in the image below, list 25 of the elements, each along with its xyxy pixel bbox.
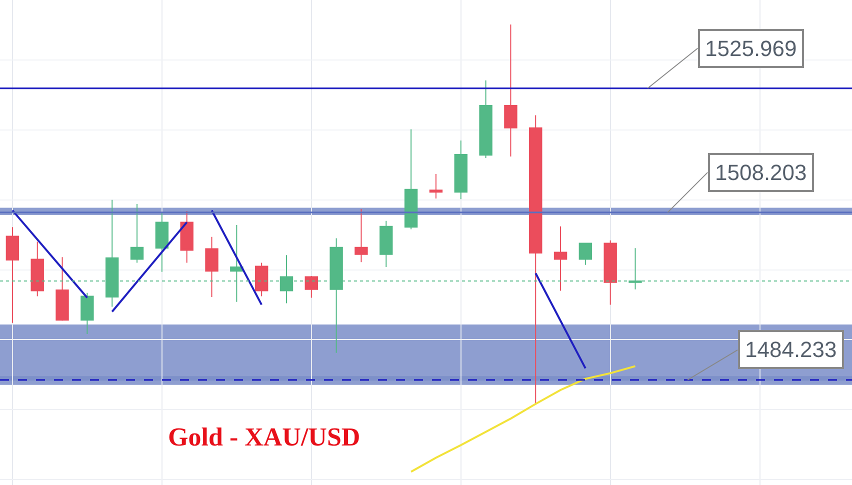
candlestick	[504, 24, 518, 158]
candlestick	[554, 226, 568, 292]
candlestick	[56, 256, 69, 322]
candlestick	[254, 262, 268, 297]
candlestick	[180, 210, 194, 264]
candlestick	[404, 128, 418, 230]
candlestick	[30, 241, 44, 297]
candlestick	[155, 212, 169, 272]
candlestick	[205, 236, 218, 298]
candlestick	[380, 220, 393, 268]
candlestick	[454, 140, 468, 200]
candlestick	[479, 80, 492, 158]
candlestick	[529, 114, 542, 406]
candlestick	[6, 226, 20, 324]
candlestick	[304, 276, 318, 298]
candlestick	[130, 204, 144, 264]
candlestick	[429, 174, 443, 199]
candlestick	[604, 240, 617, 306]
ref-line-label: 1508.203	[715, 160, 807, 185]
candlestick	[354, 208, 368, 263]
candlestick	[578, 242, 592, 266]
candlestick	[80, 292, 94, 335]
ref-line-label: 1484.233	[745, 337, 837, 362]
text: Gold - XAU/USD	[168, 422, 360, 452]
ref-line-label: 1525.969	[705, 36, 797, 61]
